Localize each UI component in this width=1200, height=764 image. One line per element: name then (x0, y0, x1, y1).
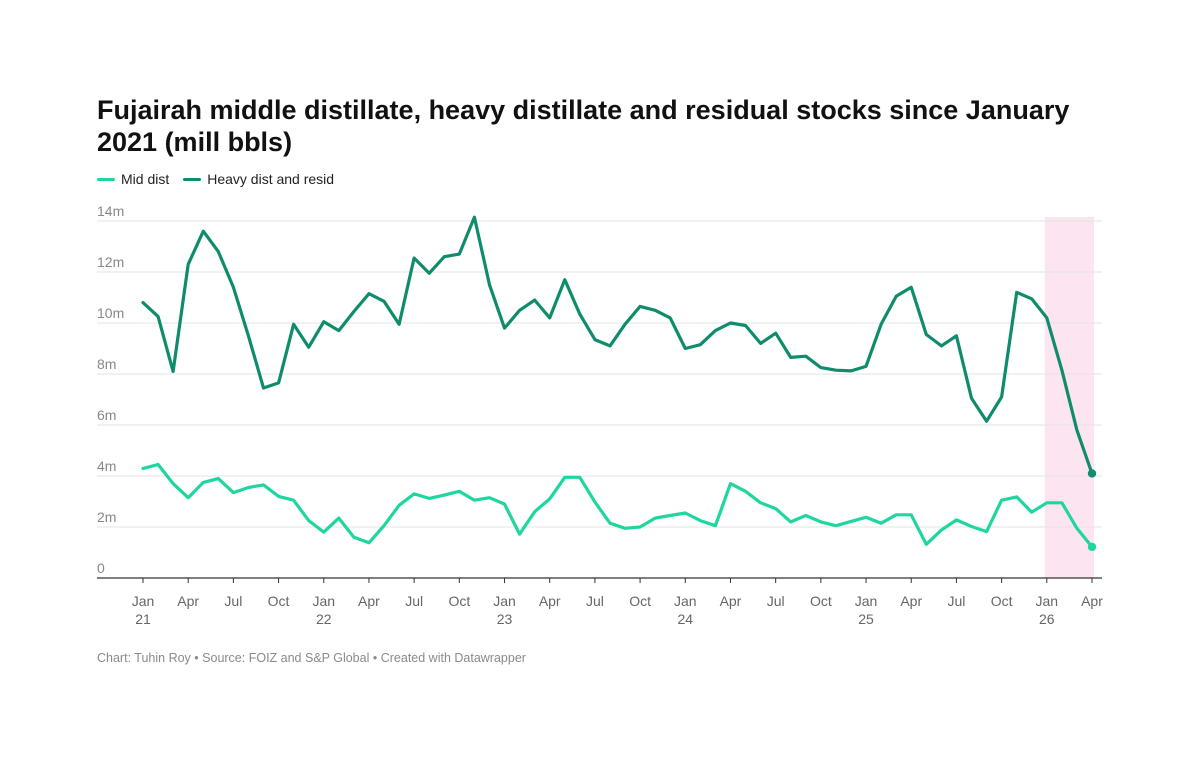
x-tick-year-label: 24 (677, 611, 693, 627)
x-tick-label: Jul (405, 593, 423, 609)
x-tick-label: Jan (855, 593, 878, 609)
y-tick-label: 8m (97, 356, 116, 372)
footer-separator-2: • (372, 651, 378, 665)
y-tick-label: 2m (97, 509, 116, 525)
y-tick-label: 4m (97, 458, 116, 474)
y-tick-label: 10m (97, 305, 124, 321)
footer-author: Chart: Tuhin Roy (97, 651, 191, 665)
series-line-mid-dist (141, 462, 1094, 549)
x-tick-label: Apr (539, 593, 561, 609)
footer-source: Source: FOIZ and S&P Global (202, 651, 370, 665)
x-tick-label: Jul (947, 593, 965, 609)
x-tick-label: Jan (132, 593, 155, 609)
series-endpoint-heavy-dist-resid (1087, 469, 1097, 478)
x-tick-year-label: 25 (858, 611, 874, 627)
x-tick-year-label: 22 (316, 611, 332, 627)
x-tick-label: Jan (674, 593, 697, 609)
legend-label-mid-dist: Mid dist (121, 171, 170, 187)
series-endpoint-mid-dist (1087, 542, 1097, 552)
x-tick-label: Oct (810, 593, 832, 609)
y-tick-label: 14m (97, 203, 124, 219)
x-tick-label: Jul (586, 593, 604, 609)
y-tick-label: 0 (97, 560, 105, 576)
x-tick-year-label: 26 (1039, 611, 1055, 627)
x-tick-label: Oct (991, 593, 1013, 609)
footer-separator-1: • (194, 651, 199, 665)
x-tick-year-label: 21 (135, 611, 151, 627)
x-tick-label: Jan (312, 593, 335, 609)
chart-footer: Chart: Tuhin Roy • Source: FOIZ and S&P … (97, 651, 526, 665)
legend: Mid dist Heavy dist and resid (97, 171, 334, 187)
x-tick-label: Oct (268, 593, 290, 609)
x-tick-label: Apr (177, 593, 199, 609)
legend-item-mid-dist: Mid dist (97, 171, 169, 187)
x-tick-label: Oct (448, 593, 470, 609)
y-tick-label: 6m (97, 407, 116, 423)
legend-label-heavy-dist: Heavy dist and resid (207, 171, 335, 187)
footer-tool: Created with Datawrapper (380, 651, 526, 665)
y-tick-label: 12m (97, 254, 124, 270)
x-tick-label: Apr (358, 593, 380, 609)
x-tick-label: Apr (720, 593, 742, 609)
x-tick-label: Jan (493, 593, 516, 609)
legend-item-heavy-dist: Heavy dist and resid (183, 171, 334, 187)
x-tick-label: Apr (900, 593, 922, 609)
x-tick-label: Jan (1036, 593, 1059, 609)
x-tick-label: Apr (1081, 593, 1103, 609)
legend-swatch-heavy-dist (183, 177, 202, 181)
x-tick-label: Jul (767, 593, 785, 609)
legend-swatch-mid-dist (97, 177, 115, 181)
x-tick-label: Jul (224, 593, 242, 609)
chart-title: Fujairah middle distillate, heavy distil… (97, 95, 1070, 157)
x-tick-label: Oct (629, 593, 651, 609)
x-tick-year-label: 23 (497, 611, 513, 627)
series-line-heavy-dist-resid (141, 215, 1094, 476)
